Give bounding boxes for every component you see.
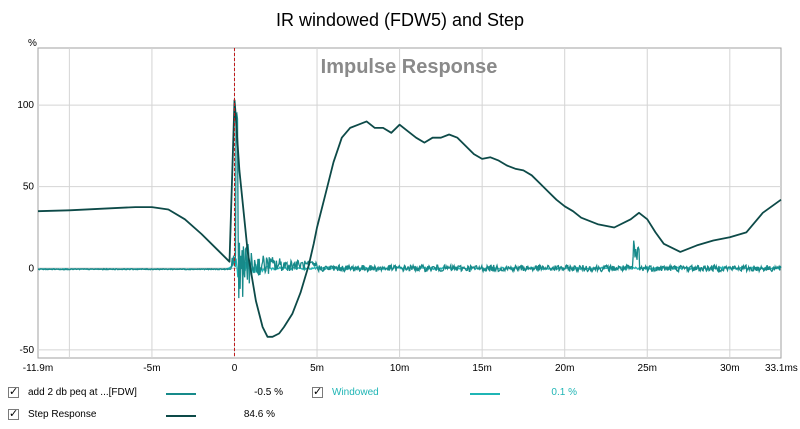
- x-tick-label: 15m: [472, 363, 491, 374]
- legend-label-peq-fdw: add 2 db peq at ...[FDW]: [28, 387, 137, 398]
- legend-item-windowed[interactable]: ✓ Windowed 0.1 %: [312, 386, 612, 402]
- y-tick-label: 100: [17, 100, 34, 111]
- peq-fdw-series-line: [37, 111, 782, 299]
- plot-area[interactable]: [37, 47, 782, 359]
- legend-value-step-response: 84.6 %: [243, 409, 275, 420]
- y-tick-label: 50: [23, 182, 35, 193]
- legend-item-peq-fdw[interactable]: ✓ add 2 db peq at ...[FDW] -0.5 %: [8, 386, 308, 402]
- legend-label-step-response: Step Response: [28, 409, 97, 420]
- x-tick-label: -5m: [143, 363, 160, 374]
- legend-swatch-windowed: [470, 393, 500, 395]
- y-axis-ticks: 100 50 0 -50: [17, 100, 34, 356]
- x-tick-label: 33.1ms: [765, 363, 798, 374]
- legend-checkbox-step-response[interactable]: ✓: [8, 408, 19, 420]
- legend-swatch-peq-fdw: [166, 393, 196, 395]
- legend-value-windowed: 0.1 %: [551, 387, 577, 398]
- x-tick-label: 20m: [555, 363, 574, 374]
- legend-swatch-step-response: [166, 415, 196, 417]
- chart-title: IR windowed (FDW5) and Step: [276, 10, 524, 30]
- step-response-series-line: [37, 99, 782, 338]
- legend-checkbox-peq-fdw[interactable]: ✓: [8, 386, 19, 398]
- x-tick-label: 10m: [390, 363, 409, 374]
- legend: ✓ add 2 db peq at ...[FDW] -0.5 % ✓ Wind…: [0, 384, 800, 429]
- x-tick-label: 30m: [720, 363, 739, 374]
- legend-label-windowed: Windowed: [332, 387, 379, 398]
- chart: IR windowed (FDW5) and Step % 100500-50 …: [17, 10, 798, 374]
- impulse-response-watermark: Impulse Response: [321, 56, 498, 78]
- series-layer: [37, 99, 782, 338]
- x-tick-label: 25m: [638, 363, 657, 374]
- x-tick-label: 5m: [310, 363, 324, 374]
- y-tick-label: 0: [28, 263, 34, 274]
- x-axis-ticks: -11.9m -5m 0 5m 10m 15m 20m 25m 30m 33.1ms: [23, 363, 798, 374]
- legend-value-peq-fdw: -0.5 %: [254, 387, 283, 398]
- x-tick-label: -11.9m: [23, 363, 53, 374]
- legend-item-step-response[interactable]: ✓ Step Response 84.6 %: [8, 408, 308, 424]
- y-tick-label: -50: [20, 345, 35, 356]
- legend-checkbox-windowed[interactable]: ✓: [312, 386, 323, 398]
- y-axis-unit-label: %: [28, 38, 37, 49]
- x-tick-label: 0: [232, 363, 238, 374]
